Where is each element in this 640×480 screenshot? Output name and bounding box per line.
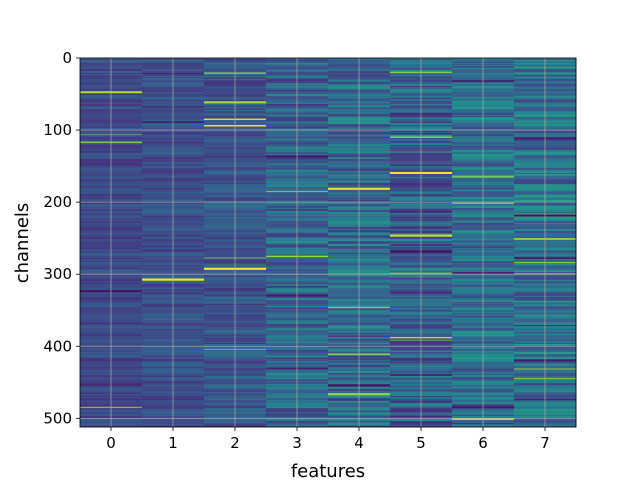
y-tick-label: 300 [43, 265, 72, 283]
heatmap-cells [80, 58, 577, 428]
x-tick-label: 3 [292, 434, 302, 452]
y-tick-label: 200 [43, 193, 72, 211]
y-tick-label: 500 [43, 409, 72, 427]
x-tick-label: 5 [416, 434, 426, 452]
x-tick-label: 2 [230, 434, 240, 452]
y-axis-label: channels [12, 203, 33, 284]
plot-frame [79, 57, 577, 428]
x-tick-label: 0 [106, 434, 116, 452]
y-axis-ticks: 0 100 200 300 400 500 [43, 49, 80, 427]
y-tick-label: 400 [43, 337, 72, 355]
x-axis-label: features [291, 461, 365, 480]
y-tick-label: 100 [43, 121, 72, 139]
x-axis-ticks: 0 1 2 3 4 5 6 7 [106, 427, 550, 452]
x-tick-label: 4 [354, 434, 364, 452]
x-tick-label: 6 [478, 434, 488, 452]
x-tick-label: 1 [168, 434, 178, 452]
x-tick-label: 7 [540, 434, 550, 452]
y-tick-label: 0 [62, 49, 72, 67]
